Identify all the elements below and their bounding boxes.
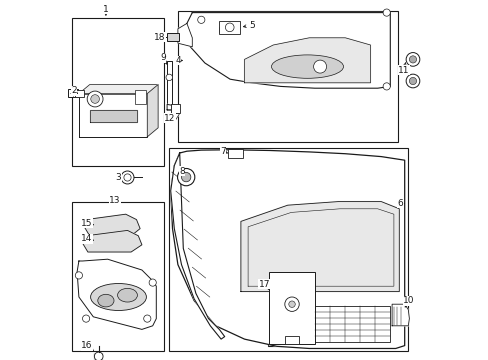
Bar (285, 336, 298, 344)
Circle shape (313, 60, 326, 73)
Text: 1: 1 (103, 5, 108, 15)
Polygon shape (167, 61, 171, 110)
Polygon shape (167, 104, 178, 110)
Ellipse shape (117, 288, 137, 302)
Text: 16: 16 (81, 341, 94, 351)
Bar (72, 18, 163, 166)
Bar (314, 306, 389, 342)
Polygon shape (89, 110, 136, 122)
Circle shape (284, 297, 299, 311)
Circle shape (82, 315, 89, 322)
Polygon shape (170, 113, 179, 121)
Circle shape (87, 91, 103, 107)
Circle shape (177, 168, 194, 186)
Polygon shape (82, 230, 142, 252)
Bar (228, 149, 242, 158)
Bar (168, 148, 407, 351)
Bar (134, 90, 145, 104)
Text: 2: 2 (71, 86, 78, 95)
Circle shape (408, 77, 416, 85)
Circle shape (382, 9, 389, 16)
Bar (167, 33, 178, 41)
Text: 14: 14 (81, 234, 93, 243)
Circle shape (382, 83, 389, 90)
Text: 5: 5 (243, 21, 254, 30)
Polygon shape (79, 94, 147, 137)
Text: 11: 11 (397, 63, 409, 75)
Text: 3: 3 (115, 173, 121, 182)
Polygon shape (170, 153, 224, 339)
Text: 12: 12 (164, 114, 175, 122)
Text: 10: 10 (403, 296, 414, 307)
Bar (219, 21, 240, 34)
Polygon shape (178, 23, 192, 47)
Text: 4: 4 (175, 56, 182, 65)
Bar (68, 89, 78, 97)
Text: 6: 6 (397, 199, 403, 208)
Circle shape (75, 272, 82, 279)
Circle shape (91, 95, 99, 103)
Polygon shape (79, 85, 158, 94)
Text: 13: 13 (109, 196, 121, 205)
Polygon shape (244, 38, 370, 83)
Polygon shape (147, 85, 158, 137)
Text: 7: 7 (220, 147, 227, 156)
Bar (75, 90, 84, 97)
Polygon shape (186, 13, 389, 88)
Bar (72, 202, 163, 351)
Text: 17: 17 (258, 280, 270, 289)
Circle shape (94, 352, 103, 360)
Ellipse shape (271, 55, 343, 78)
Text: 15: 15 (81, 219, 93, 228)
Circle shape (143, 315, 151, 322)
Bar (178, 11, 397, 142)
Circle shape (408, 56, 416, 63)
Polygon shape (391, 304, 408, 326)
Bar (170, 104, 179, 113)
Polygon shape (84, 214, 140, 236)
Text: 18: 18 (153, 33, 166, 42)
Circle shape (123, 174, 131, 181)
Polygon shape (170, 150, 404, 348)
Circle shape (149, 279, 156, 286)
Circle shape (181, 172, 190, 182)
Bar (267, 270, 316, 346)
Circle shape (121, 171, 134, 184)
Bar (268, 272, 314, 344)
Circle shape (288, 301, 295, 307)
Polygon shape (77, 259, 156, 329)
Polygon shape (241, 202, 399, 292)
Text: 9: 9 (160, 53, 166, 64)
Ellipse shape (90, 284, 146, 310)
Ellipse shape (98, 294, 114, 307)
Circle shape (166, 74, 172, 81)
Circle shape (406, 74, 419, 88)
Circle shape (225, 23, 234, 32)
Circle shape (406, 53, 419, 66)
Circle shape (197, 16, 204, 23)
Text: 8: 8 (179, 166, 184, 176)
